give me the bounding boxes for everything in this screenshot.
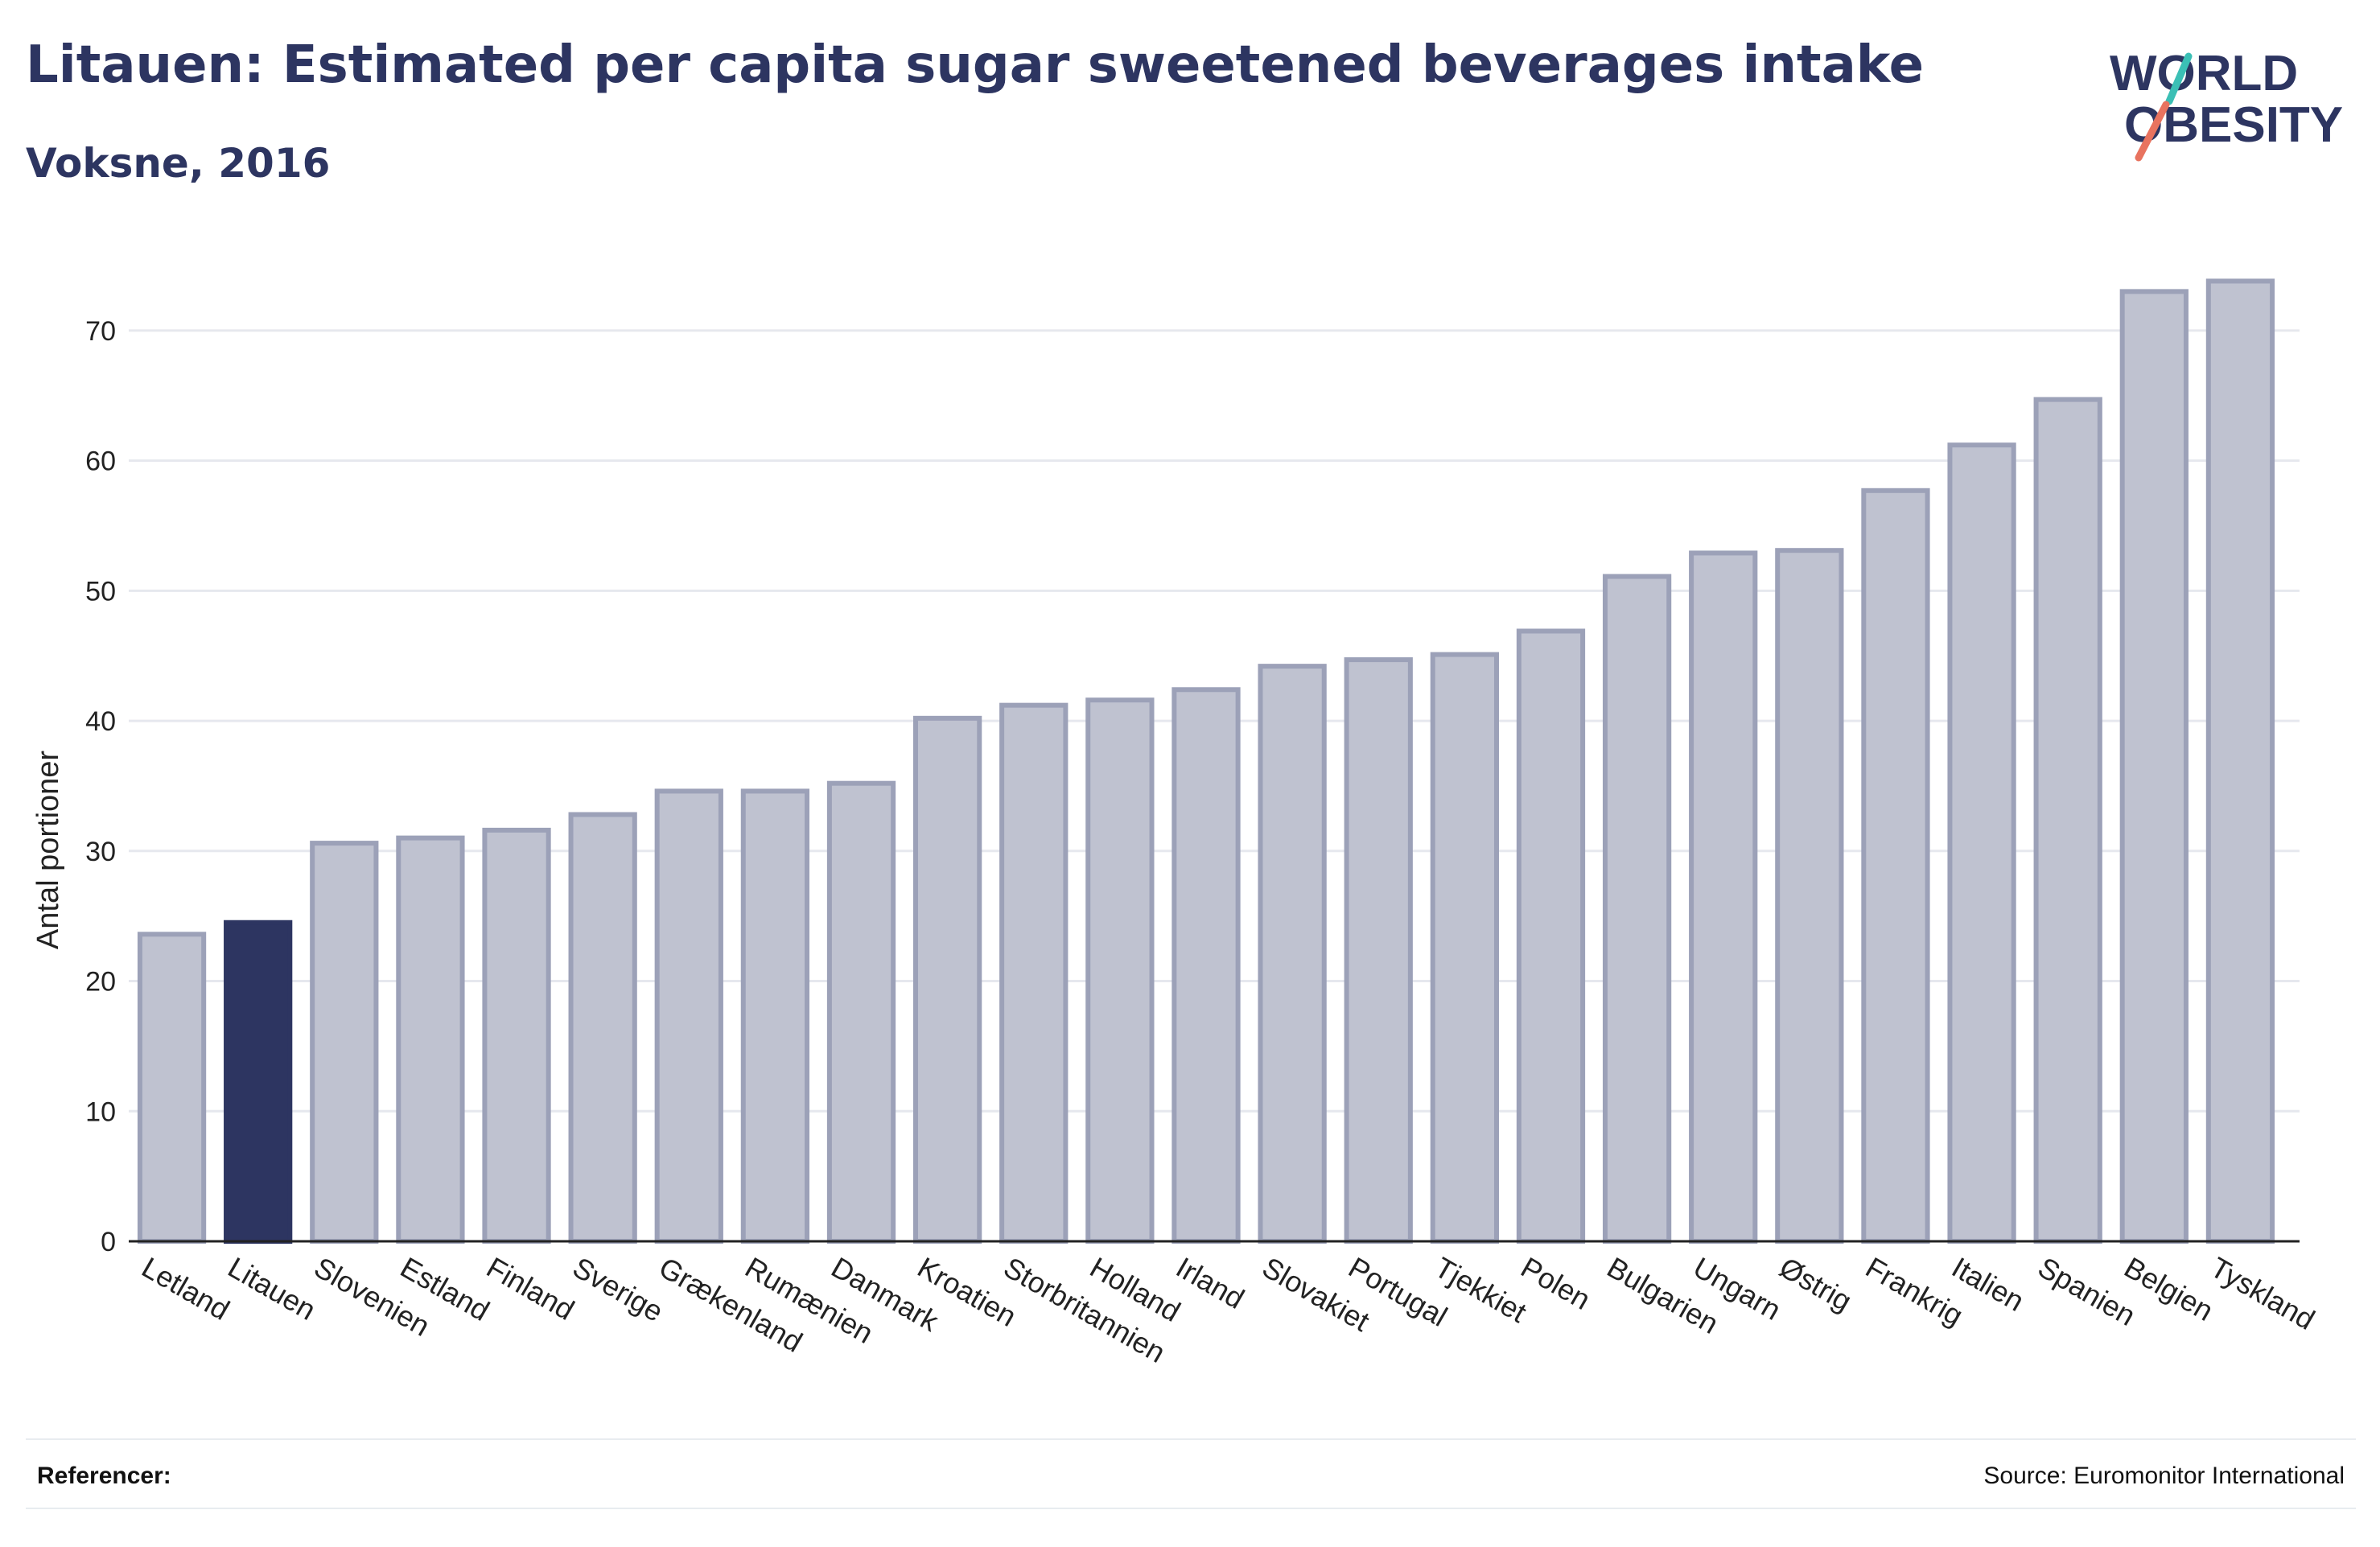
x-tick-label: Litauen: [223, 1250, 322, 1327]
y-tick-label: 60: [85, 446, 116, 477]
world-obesity-logo: WORLD OBESITY: [2110, 46, 2343, 162]
x-axis-labels: LetlandLitauenSlovenienEstlandFinlandSve…: [137, 1250, 2320, 1369]
chart-title: Litauen: Estimated per capita sugar swee…: [26, 35, 1925, 95]
y-tick-label: 20: [85, 967, 116, 998]
bar: [1258, 664, 1327, 1244]
bar: [1775, 548, 1844, 1244]
x-tick-label: Letland: [137, 1250, 236, 1327]
bar: [999, 702, 1069, 1244]
bar: [137, 932, 207, 1244]
bar: [1947, 442, 2016, 1244]
footer-divider-bottom: [26, 1508, 2356, 1509]
x-tick-label: Sverige: [567, 1250, 669, 1328]
chart-subtitle: Voksne, 2016: [26, 140, 331, 187]
bar-chart: 0 10 20 30 40 50 60 70 LetlandLitauenSlovenienE…: [31, 278, 2320, 1369]
y-tick-label: 70: [85, 316, 116, 347]
bar: [1689, 550, 1758, 1244]
bar: [1861, 488, 1930, 1244]
source-text: Source: Euromonitor International: [1983, 1463, 2345, 1489]
bar: [913, 715, 982, 1244]
bar: [396, 835, 465, 1245]
logo-line-2: OBESITY: [2124, 97, 2343, 153]
x-tick-label: Finland: [481, 1250, 580, 1327]
bar: [482, 827, 551, 1244]
bar: [1516, 628, 1586, 1244]
y-tick-label: 10: [85, 1096, 116, 1127]
logo-teal-slash: [2165, 52, 2193, 105]
y-axis-ticks: 0 10 20 30 40 50 60 70: [85, 316, 116, 1257]
footer-divider-top: [26, 1438, 2356, 1440]
y-tick-label: 50: [85, 576, 116, 607]
x-tick-label: Østrig: [1774, 1250, 1858, 1318]
logo-coral-slash: [2135, 101, 2170, 162]
bars: [137, 278, 2275, 1245]
y-tick-label: 30: [85, 837, 116, 867]
y-tick-label: 0: [101, 1227, 116, 1257]
bar: [740, 788, 810, 1244]
bar: [1344, 657, 1413, 1244]
bar: [1430, 652, 1499, 1244]
y-axis-title: Antal portioner: [31, 751, 65, 949]
bar: [2205, 278, 2275, 1245]
x-tick-label: Tyskland: [2205, 1250, 2320, 1336]
bar: [2119, 289, 2189, 1244]
bar: [1171, 687, 1241, 1244]
bar: [654, 788, 723, 1244]
references-label: Referencer:: [37, 1463, 171, 1489]
bar: [310, 841, 379, 1244]
bar: [568, 812, 637, 1244]
bar-highlight: [224, 920, 293, 1244]
bar: [2033, 397, 2102, 1244]
logo-line-1: WORLD: [2110, 46, 2298, 101]
x-tick-label: Frankrig: [1860, 1250, 1969, 1332]
bar: [1602, 574, 1672, 1244]
bar: [1085, 697, 1155, 1244]
bar: [826, 780, 896, 1244]
y-tick-label: 40: [85, 706, 116, 737]
x-tick-label: Spanien: [2032, 1250, 2141, 1332]
